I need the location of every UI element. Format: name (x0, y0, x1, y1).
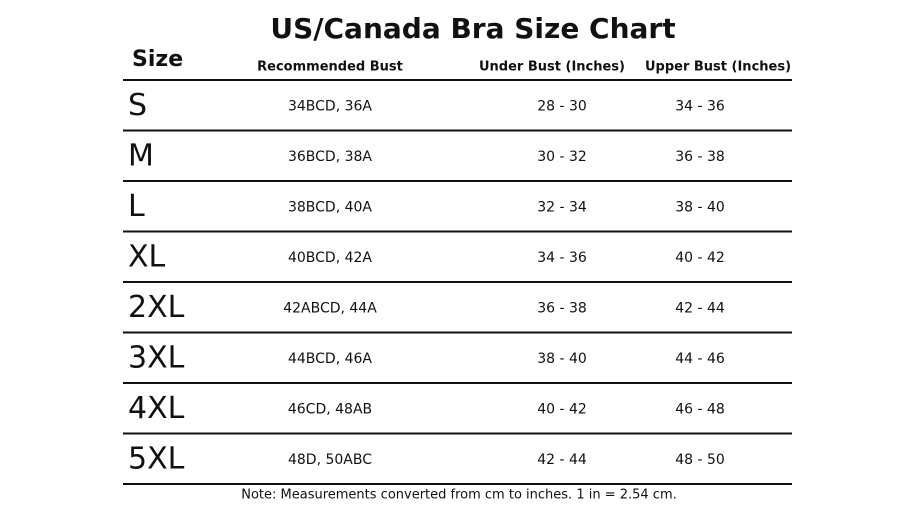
title: US/Canada Bra Size Chart (270, 12, 675, 45)
cell: 48D, 50ABC (288, 452, 372, 468)
size-label: XL (128, 239, 166, 274)
cell: 28 - 30 (537, 98, 587, 114)
cell: 40 - 42 (675, 250, 725, 266)
size-label: M (128, 138, 154, 173)
cell: 48 - 50 (675, 452, 725, 468)
cell: 38 - 40 (537, 351, 587, 367)
cell: 36 - 38 (537, 300, 587, 316)
cell: 36 - 38 (675, 149, 725, 165)
cell: 44 - 46 (675, 351, 725, 367)
cell: 42ABCD, 44A (283, 300, 377, 316)
cell: 40BCD, 42A (288, 250, 372, 266)
cell: 34 - 36 (675, 98, 725, 114)
size-label: L (128, 189, 145, 224)
header-cell: Under Bust (Inches) (479, 60, 625, 75)
size-label: 3XL (128, 340, 185, 375)
cell: 46CD, 48AB (288, 401, 372, 417)
header-cell: Recommended Bust (257, 60, 403, 75)
size-label: S (128, 88, 147, 123)
cell: 30 - 32 (537, 149, 587, 165)
cell: 40 - 42 (537, 401, 587, 417)
cell: 46 - 48 (675, 401, 725, 417)
cell: 38BCD, 40A (288, 199, 372, 215)
cell: 34 - 36 (537, 250, 587, 266)
cell: 36BCD, 38A (288, 149, 372, 165)
cell: 34BCD, 36A (288, 98, 372, 114)
header-size: Size (132, 47, 183, 72)
size-label: 4XL (128, 391, 185, 426)
cell: 32 - 34 (537, 199, 587, 215)
cell: 44BCD, 46A (288, 351, 372, 367)
header-cell: Upper Bust (Inches) (645, 60, 791, 75)
cell: 42 - 44 (675, 300, 725, 316)
note: Note: Measurements converted from cm to … (241, 488, 677, 503)
cell: 42 - 44 (537, 452, 587, 468)
size-label: 2XL (128, 290, 185, 325)
size-label: 5XL (128, 441, 185, 476)
cell: 38 - 40 (675, 199, 725, 215)
